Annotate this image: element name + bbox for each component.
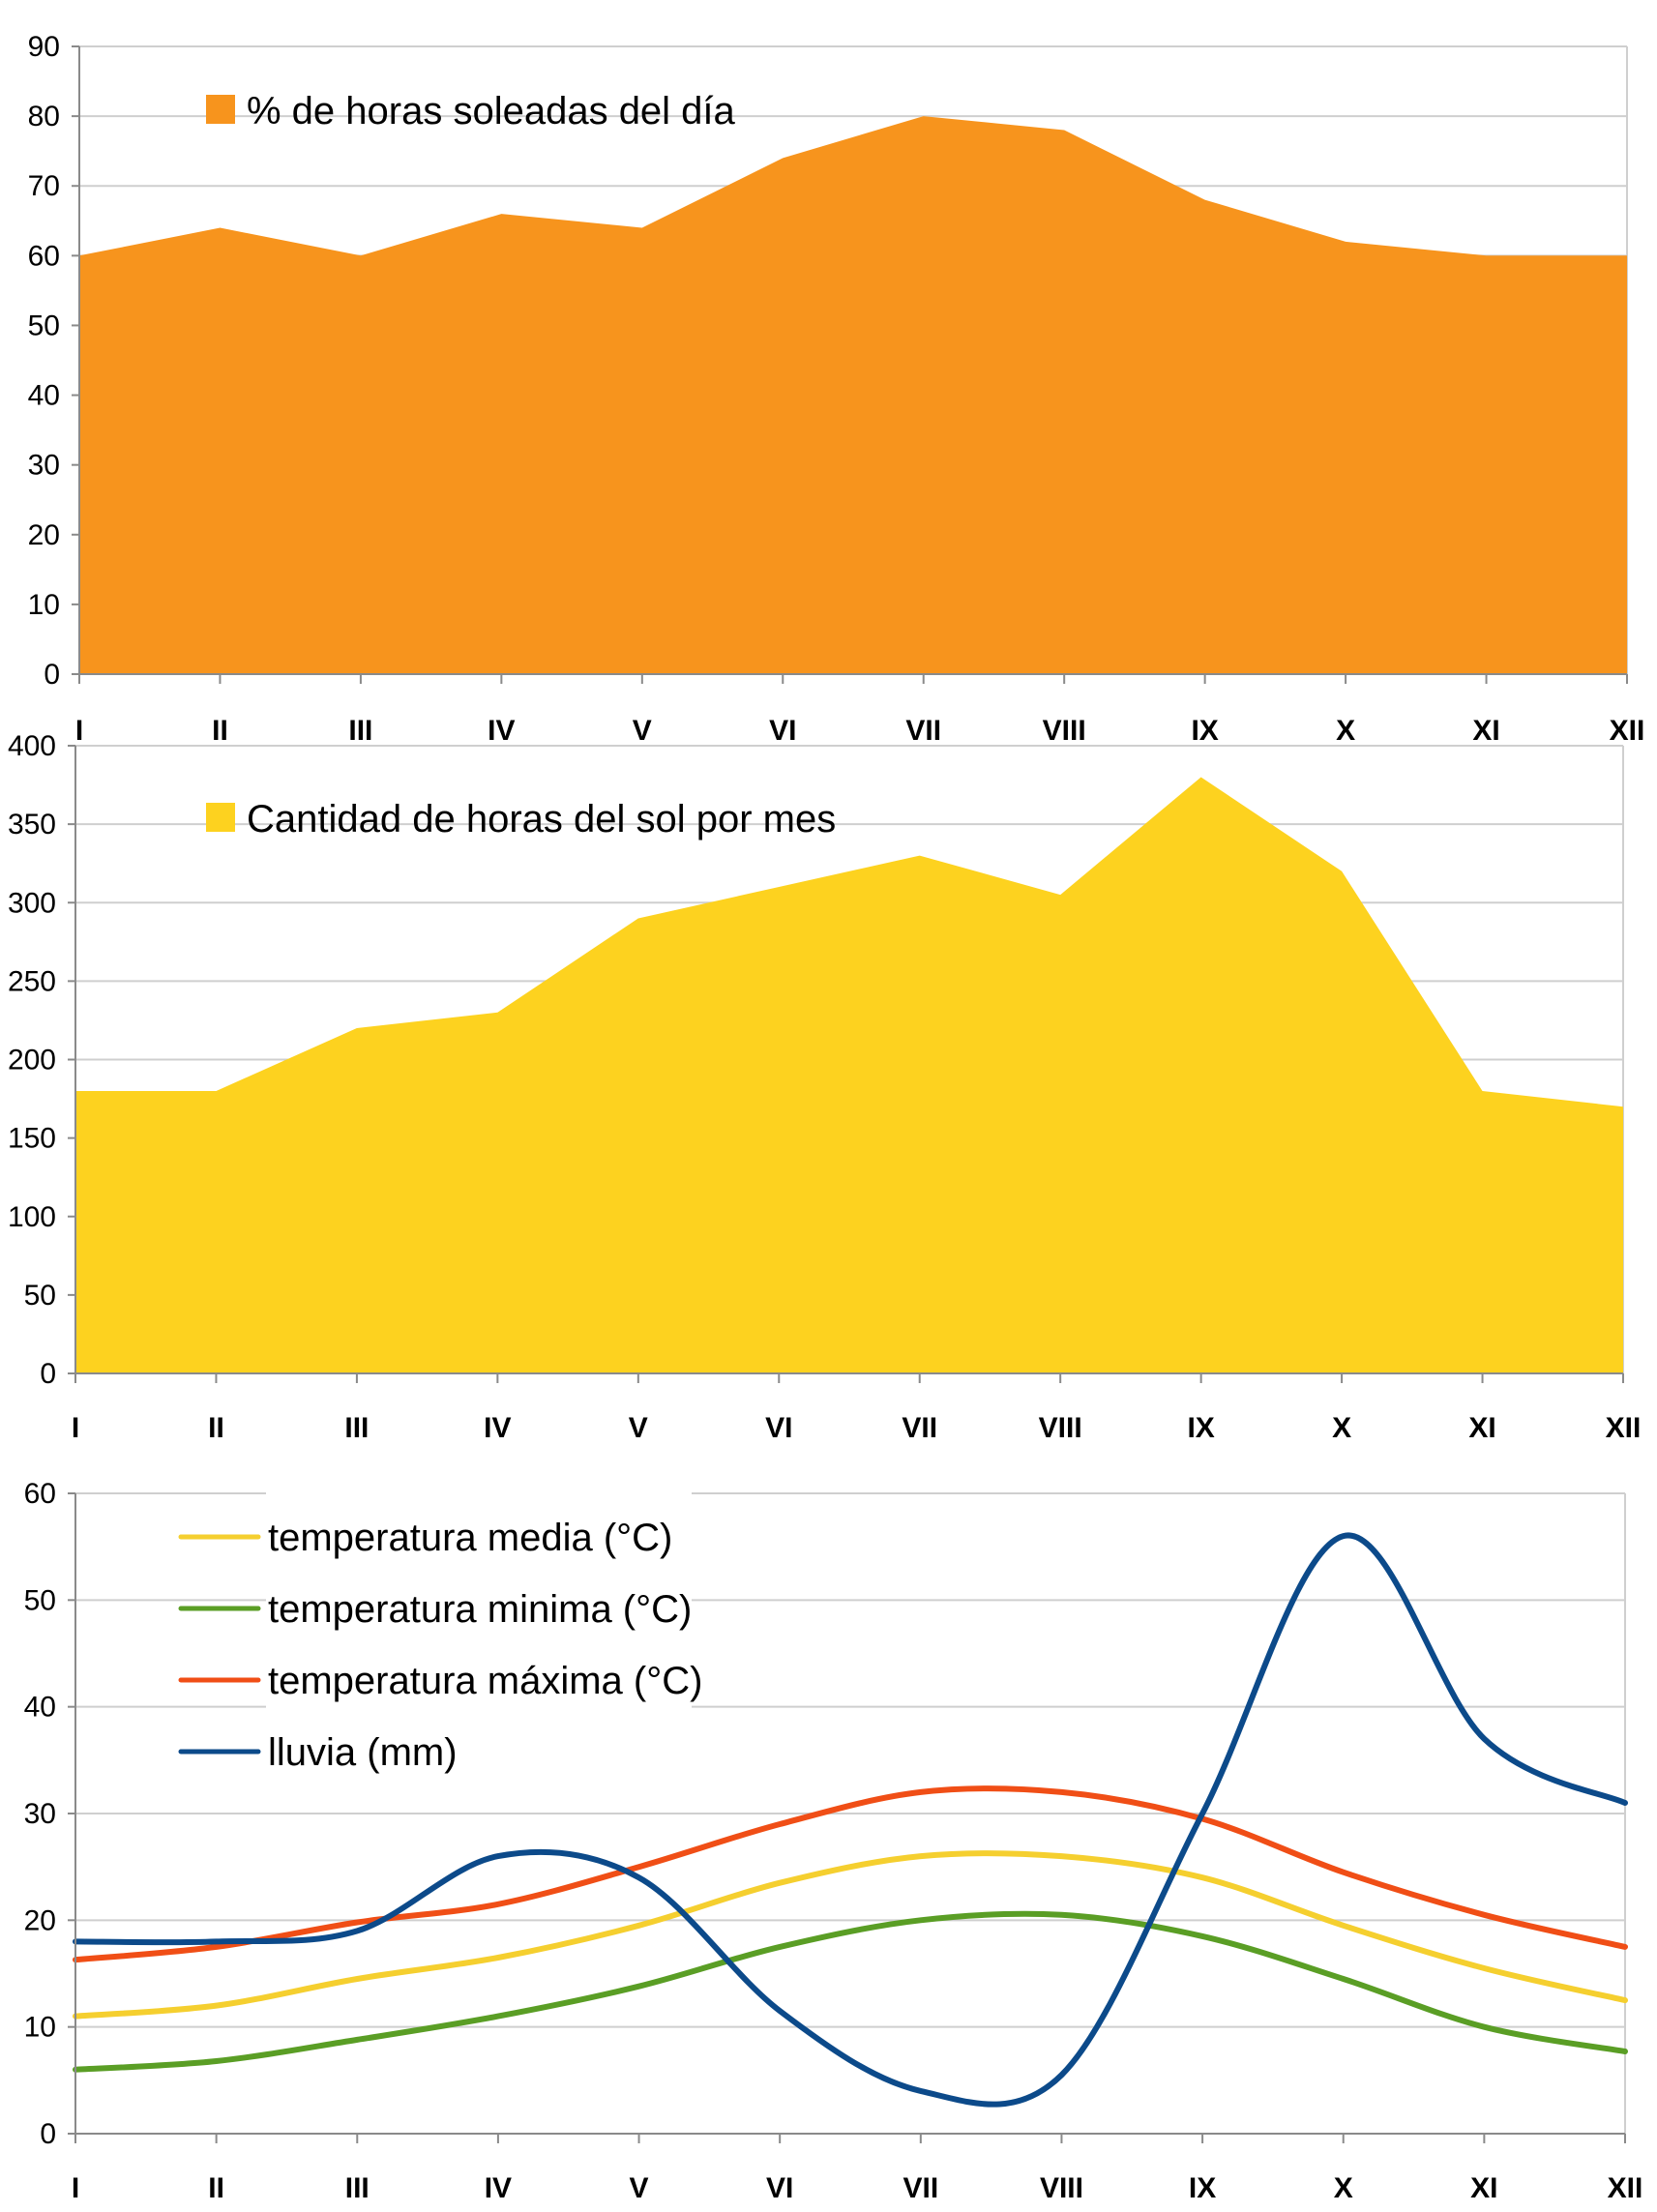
x-tick-label: VII bbox=[902, 2172, 938, 2204]
y-tick-label: 400 bbox=[8, 730, 56, 762]
legend-background bbox=[266, 1489, 692, 1780]
y-tick-label: 40 bbox=[28, 380, 60, 412]
y-tick-label: 80 bbox=[28, 101, 60, 133]
x-tick-label: XII bbox=[1608, 2172, 1643, 2204]
x-tick-label: VIII bbox=[1043, 715, 1086, 747]
x-tick-label: VIII bbox=[1039, 1412, 1082, 1444]
legend-swatch bbox=[206, 95, 235, 124]
legend-label: lluvia (mm) bbox=[268, 1731, 458, 1774]
x-tick-label: III bbox=[344, 1412, 369, 1444]
x-tick-label: II bbox=[208, 2172, 224, 2204]
x-tick-label: IV bbox=[485, 2172, 512, 2204]
x-tick-label: IV bbox=[488, 715, 515, 747]
x-tick-label: III bbox=[345, 2172, 370, 2204]
x-tick-label: XI bbox=[1472, 715, 1499, 747]
y-tick-label: 100 bbox=[8, 1201, 56, 1233]
y-tick-label: 10 bbox=[24, 2012, 56, 2044]
y-tick-label: 150 bbox=[8, 1123, 56, 1155]
x-tick-label: VI bbox=[766, 2172, 793, 2204]
x-tick-label: IV bbox=[484, 1412, 511, 1444]
y-tick-label: 250 bbox=[8, 965, 56, 997]
area-series-0 bbox=[75, 777, 1623, 1373]
y-tick-label: 40 bbox=[24, 1692, 56, 1724]
x-tick-label: I bbox=[72, 1412, 79, 1444]
legend-label: Cantidad de horas del sol por mes bbox=[247, 798, 836, 841]
x-tick-label: VIII bbox=[1040, 2172, 1083, 2204]
x-tick-label: III bbox=[348, 715, 372, 747]
x-tick-label: VI bbox=[765, 1412, 792, 1444]
line-series-2 bbox=[73, 1785, 1628, 1963]
y-tick-label: 0 bbox=[40, 1358, 56, 1390]
line-series-3 bbox=[73, 1532, 1628, 2108]
y-tick-label: 60 bbox=[24, 1478, 56, 1510]
y-tick-label: 10 bbox=[28, 589, 60, 621]
y-tick-label: 50 bbox=[24, 1584, 56, 1616]
x-tick-label: IX bbox=[1191, 715, 1218, 747]
y-tick-label: 300 bbox=[8, 887, 56, 919]
y-tick-label: 50 bbox=[28, 310, 60, 341]
legend-swatch bbox=[206, 803, 235, 832]
area-series-0 bbox=[79, 116, 1627, 675]
x-tick-label: V bbox=[633, 715, 652, 747]
x-tick-label: XI bbox=[1470, 2172, 1497, 2204]
y-tick-label: 0 bbox=[40, 2118, 56, 2150]
x-tick-label: X bbox=[1332, 1412, 1351, 1444]
x-tick-label: XII bbox=[1606, 1412, 1642, 1444]
line-series-1 bbox=[73, 1910, 1628, 2073]
y-tick-label: 20 bbox=[28, 519, 60, 551]
y-tick-label: 50 bbox=[24, 1280, 56, 1312]
y-tick-label: 30 bbox=[24, 1798, 56, 1830]
x-tick-label: VII bbox=[902, 1412, 937, 1444]
x-tick-label: XII bbox=[1610, 715, 1645, 747]
legend-label: temperatura minima (°C) bbox=[268, 1588, 692, 1631]
x-tick-label: V bbox=[629, 1412, 648, 1444]
y-tick-label: 30 bbox=[28, 450, 60, 482]
x-tick-label: X bbox=[1334, 2172, 1353, 2204]
x-tick-label: IX bbox=[1189, 2172, 1216, 2204]
y-tick-label: 0 bbox=[44, 659, 60, 691]
x-tick-label: IX bbox=[1187, 1412, 1214, 1444]
x-tick-label: X bbox=[1336, 715, 1355, 747]
y-tick-label: 350 bbox=[8, 809, 56, 841]
x-tick-label: I bbox=[75, 715, 83, 747]
line-series-0 bbox=[73, 1850, 1628, 2020]
y-tick-label: 60 bbox=[28, 240, 60, 272]
y-tick-label: 90 bbox=[28, 31, 60, 63]
y-tick-label: 70 bbox=[28, 170, 60, 202]
y-tick-label: 20 bbox=[24, 1904, 56, 1936]
x-tick-label: II bbox=[212, 715, 228, 747]
x-tick-label: II bbox=[208, 1412, 224, 1444]
legend-label: temperatura media (°C) bbox=[268, 1517, 672, 1559]
x-tick-label: VII bbox=[905, 715, 941, 747]
y-tick-label: 200 bbox=[8, 1045, 56, 1077]
legend-label: temperatura máxima (°C) bbox=[268, 1660, 702, 1702]
x-tick-label: VI bbox=[769, 715, 796, 747]
x-tick-label: I bbox=[72, 2172, 79, 2204]
x-tick-label: V bbox=[630, 2172, 649, 2204]
x-tick-label: XI bbox=[1468, 1412, 1495, 1444]
legend-label: % de horas soleadas del día bbox=[247, 90, 736, 133]
